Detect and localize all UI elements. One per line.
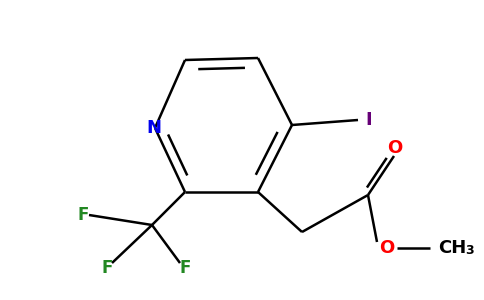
Text: I: I: [366, 111, 372, 129]
Text: O: O: [379, 239, 394, 257]
Text: F: F: [101, 259, 113, 277]
Text: CH: CH: [438, 239, 466, 257]
Text: O: O: [387, 139, 403, 157]
Text: F: F: [77, 206, 89, 224]
Text: 3: 3: [465, 244, 474, 257]
Text: N: N: [147, 119, 162, 137]
Text: F: F: [179, 259, 191, 277]
